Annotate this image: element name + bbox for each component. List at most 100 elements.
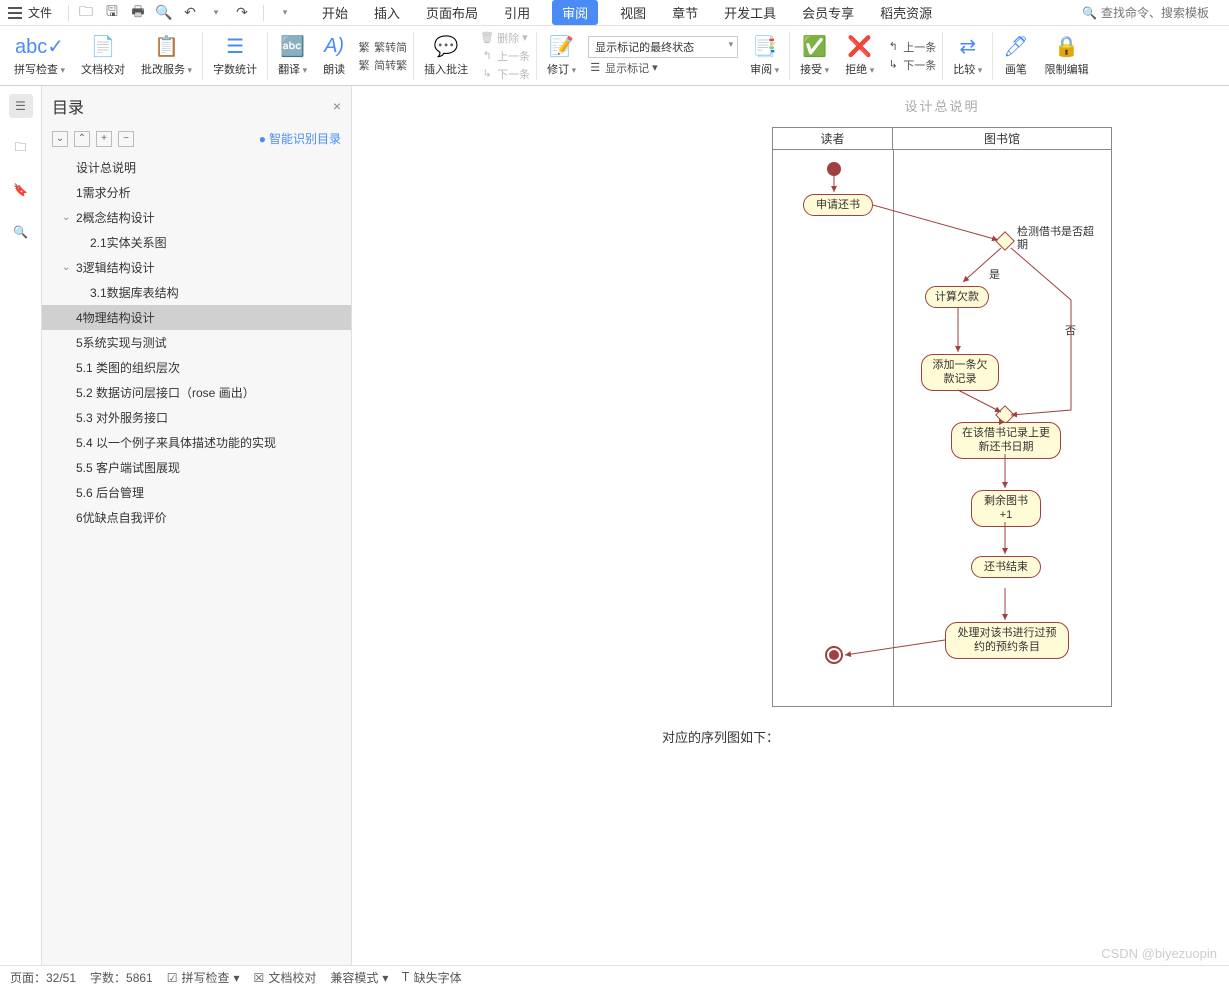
- brush-button[interactable]: 🖊 画笔: [995, 28, 1036, 84]
- next-change-button[interactable]: ↳下一条: [886, 57, 936, 73]
- toc-close-icon[interactable]: ×: [333, 98, 341, 114]
- toc-item-5[interactable]: 3.1数据库表结构: [42, 280, 351, 305]
- toc-item-label: 3逻辑结构设计: [76, 259, 155, 276]
- ribbon-tabs: 开始插入页面布局引用审阅视图章节开发工具会员专享稻壳资源: [318, 0, 936, 25]
- reviewpane-button[interactable]: 📑 审阅: [742, 28, 787, 84]
- tab-5[interactable]: 视图: [616, 0, 650, 25]
- translate-button[interactable]: 🔤 翻译: [270, 28, 315, 84]
- readaloud-button[interactable]: A) 朗读: [315, 28, 353, 84]
- statusbar: 页面：32/51 字数：5861 ☑拼写检查 ▾ ☒文档校对 兼容模式 ▾ Ꭲ缺…: [0, 965, 1229, 989]
- wordcount-button[interactable]: ☰ 字数统计: [205, 28, 265, 84]
- toc-item-7[interactable]: 5系统实现与测试: [42, 330, 351, 355]
- doccompare-button[interactable]: 📄 文档校对: [73, 28, 133, 84]
- toc-item-label: 5系统实现与测试: [76, 334, 167, 351]
- search-box[interactable]: 🔍: [1082, 6, 1221, 20]
- side-rail: ☰ 🗀 🔖 🔍: [0, 86, 42, 965]
- print-icon[interactable]: 🖶: [129, 4, 147, 22]
- accept-button[interactable]: ✅ 接受: [792, 28, 837, 84]
- tab-4[interactable]: 审阅: [552, 0, 598, 25]
- toc-item-12[interactable]: 5.5 客户端试图展现: [42, 455, 351, 480]
- no-label: 否: [1065, 322, 1076, 338]
- search-input[interactable]: [1101, 6, 1221, 20]
- accept-icon: ✅: [802, 35, 827, 59]
- bookmark-tab-icon[interactable]: 🔖: [9, 178, 33, 202]
- toc-item-3[interactable]: 2.1实体关系图: [42, 230, 351, 255]
- tab-9[interactable]: 稻壳资源: [876, 0, 936, 25]
- document-area[interactable]: 设计总说明 读者 图书馆 申请还书 检测借书是否超期 是 否 计算欠款 添加一条…: [352, 86, 1229, 965]
- page-indicator[interactable]: 页面：32/51: [10, 969, 76, 986]
- comment-icon: 💬: [434, 35, 459, 59]
- toc-tab-icon[interactable]: ☰: [9, 94, 33, 118]
- preview-icon[interactable]: 🔍: [155, 4, 173, 22]
- reject-button[interactable]: ❌ 拒绝: [837, 28, 882, 84]
- reviewservice-button[interactable]: 📋 批改服务: [133, 28, 200, 84]
- trad2simp-button[interactable]: 繁繁转简: [357, 39, 407, 55]
- toc-item-6[interactable]: 4物理结构设计: [42, 305, 351, 330]
- note-tab-icon[interactable]: 🗀: [9, 136, 33, 160]
- compare-button[interactable]: ⇄ 比较: [945, 28, 990, 84]
- tab-3[interactable]: 引用: [500, 0, 534, 25]
- save-icon[interactable]: 🖫: [103, 4, 121, 22]
- insertcomment-button[interactable]: 💬 插入批注: [416, 28, 476, 84]
- activity-diagram: 读者 图书馆 申请还书 检测借书是否超期 是 否 计算欠款 添加一条欠款记录 在…: [772, 127, 1112, 707]
- toc-item-10[interactable]: 5.3 对外服务接口: [42, 405, 351, 430]
- tab-1[interactable]: 插入: [370, 0, 404, 25]
- toc-item-label: 5.6 后台管理: [76, 484, 144, 501]
- undo-icon[interactable]: ↶: [181, 4, 199, 22]
- next-comment-button: ↳下一条: [480, 66, 530, 82]
- qat-more-icon[interactable]: ▾: [276, 4, 294, 22]
- tab-2[interactable]: 页面布局: [422, 0, 482, 25]
- toc-item-label: 1需求分析: [76, 184, 131, 201]
- toc-item-label: 5.5 客户端试图展现: [76, 459, 180, 476]
- main-area: ☰ 🗀 🔖 🔍 目录 × ⌄ ⌃ + − ●智能识别目录 设计总说明 1需求分析…: [0, 86, 1229, 965]
- tab-7[interactable]: 开发工具: [720, 0, 780, 25]
- toc-item-2[interactable]: ⌄2概念结构设计: [42, 205, 351, 230]
- undo-dropdown-icon[interactable]: ▾: [207, 4, 225, 22]
- spellcheck-button[interactable]: abc✓ 拼写检查: [6, 28, 73, 84]
- missingfont-status[interactable]: Ꭲ缺失字体: [402, 969, 461, 986]
- check-icon: ☑: [167, 971, 178, 985]
- prev-change-button[interactable]: ↰上一条: [886, 39, 936, 55]
- times-icon: ☒: [254, 971, 265, 985]
- revise-icon: 📝: [549, 35, 574, 59]
- toc-tools: ⌄ ⌃ + − ●智能识别目录: [42, 126, 351, 151]
- toc-remove-icon[interactable]: −: [118, 131, 134, 147]
- page: 设计总说明 读者 图书馆 申请还书 检测借书是否超期 是 否 计算欠款 添加一条…: [662, 86, 1222, 756]
- spellcheck-icon: abc✓: [15, 35, 64, 59]
- toc-list: 设计总说明 1需求分析 ⌄2概念结构设计 2.1实体关系图⌄3逻辑结构设计 3.1…: [42, 151, 351, 965]
- search-tab-icon[interactable]: 🔍: [9, 220, 33, 244]
- toc-smart-button[interactable]: ●智能识别目录: [259, 130, 341, 147]
- toc-item-4[interactable]: ⌄3逻辑结构设计: [42, 255, 351, 280]
- restrict-button[interactable]: 🔒 限制编辑: [1037, 28, 1097, 84]
- hamburger-icon[interactable]: [8, 7, 22, 19]
- toc-collapse-icon[interactable]: ⌄: [52, 131, 68, 147]
- reviewpane-icon: 📑: [752, 35, 777, 59]
- toc-item-8[interactable]: 5.1 类图的组织层次: [42, 355, 351, 380]
- tab-6[interactable]: 章节: [668, 0, 702, 25]
- toc-panel: 目录 × ⌄ ⌃ + − ●智能识别目录 设计总说明 1需求分析⌄2概念结构设计…: [42, 86, 352, 965]
- toc-item-0[interactable]: 设计总说明: [42, 155, 351, 180]
- toc-add-icon[interactable]: +: [96, 131, 112, 147]
- toc-item-9[interactable]: 5.2 数据访问层接口（rose 画出）: [42, 380, 351, 405]
- toc-expand-icon[interactable]: ⌃: [74, 131, 90, 147]
- simp2trad-button[interactable]: 繁简转繁: [357, 57, 407, 73]
- redo-icon[interactable]: ↷: [233, 4, 251, 22]
- toc-item-label: 3.1数据库表结构: [90, 284, 179, 301]
- doccompare-status[interactable]: ☒文档校对: [254, 969, 317, 986]
- compat-status[interactable]: 兼容模式 ▾: [330, 969, 388, 986]
- open-icon[interactable]: 🗀: [77, 4, 95, 22]
- tab-8[interactable]: 会员专享: [798, 0, 858, 25]
- file-menu[interactable]: 文件: [28, 4, 52, 21]
- trackstate-select[interactable]: 显示标记的最终状态: [588, 36, 738, 58]
- toc-item-11[interactable]: 5.4 以一个例子来具体描述功能的实现: [42, 430, 351, 455]
- revise-button[interactable]: 📝 修订: [539, 28, 584, 84]
- toc-item-14[interactable]: 6优缺点自我评价: [42, 505, 351, 530]
- wordcount-indicator[interactable]: 字数：5861: [90, 969, 153, 986]
- showmarkup-button[interactable]: ☰显示标记 ▾: [588, 60, 738, 76]
- delete-icon: 🗑: [480, 31, 494, 44]
- tab-0[interactable]: 开始: [318, 0, 352, 25]
- toc-item-13[interactable]: 5.6 后台管理: [42, 480, 351, 505]
- showmarkup-icon: ☰: [588, 61, 602, 74]
- spellcheck-status[interactable]: ☑拼写检查 ▾: [167, 969, 240, 986]
- toc-item-1[interactable]: 1需求分析: [42, 180, 351, 205]
